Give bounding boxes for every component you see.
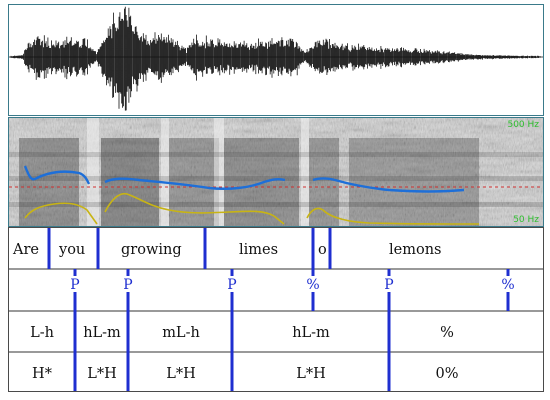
contour-label: hL-m	[292, 325, 330, 341]
accent-label: L*H	[87, 366, 117, 382]
prominence-tier-points	[73, 269, 510, 311]
pitch-contour	[312, 177, 465, 193]
waveform-samples	[10, 6, 541, 111]
word-tier-boundaries	[47, 228, 332, 269]
formant-band	[9, 152, 543, 157]
pitch-range-top-label: 500 Hz	[507, 120, 539, 130]
prominence-label: %	[501, 277, 514, 293]
word-label: growing	[121, 242, 182, 258]
word-label: lemons	[389, 242, 441, 258]
word-label: Are	[12, 242, 39, 258]
unvoiced-region	[161, 118, 169, 226]
intensity-contour	[24, 192, 480, 225]
prominence-label: P	[70, 277, 79, 293]
tone-tier-boundaries	[73, 311, 391, 391]
contour-label: L-h	[30, 325, 54, 341]
accent-label: H*	[32, 366, 53, 382]
voiced-region	[309, 138, 339, 226]
prominence-label: P	[227, 277, 236, 293]
accent-label: L*H	[166, 366, 196, 382]
prominence-label: P	[123, 277, 132, 293]
spectrogram-panel[interactable]: 500 Hz 50 Hz	[8, 117, 544, 227]
contour-label: %	[440, 325, 454, 341]
annotation-tiers[interactable]: Are you growing limes o lemons P P P % P…	[8, 227, 544, 392]
word-label: limes	[239, 242, 278, 258]
contour-label: hL-m	[83, 325, 121, 341]
voiced-region	[349, 138, 479, 226]
voiced-region	[19, 138, 79, 226]
waveform-trace	[9, 6, 543, 111]
accent-label: L*H	[296, 366, 326, 382]
word-label: o	[318, 242, 327, 258]
spectrogram-image: 500 Hz 50 Hz	[9, 118, 543, 226]
accent-label: 0%	[435, 366, 458, 382]
contour-label: mL-h	[162, 325, 200, 341]
unvoiced-region	[87, 118, 99, 226]
spectrogram-energy	[9, 118, 543, 226]
pitch-contour	[23, 165, 286, 190]
word-label: you	[58, 242, 85, 258]
prominence-label: %	[306, 277, 319, 293]
unvoiced-region	[301, 118, 309, 226]
pitch-range-bottom-label: 50 Hz	[513, 215, 539, 225]
waveform-panel[interactable]	[8, 4, 544, 116]
unvoiced-region	[214, 118, 224, 226]
formant-band	[9, 202, 543, 207]
prominence-label: P	[384, 277, 393, 293]
